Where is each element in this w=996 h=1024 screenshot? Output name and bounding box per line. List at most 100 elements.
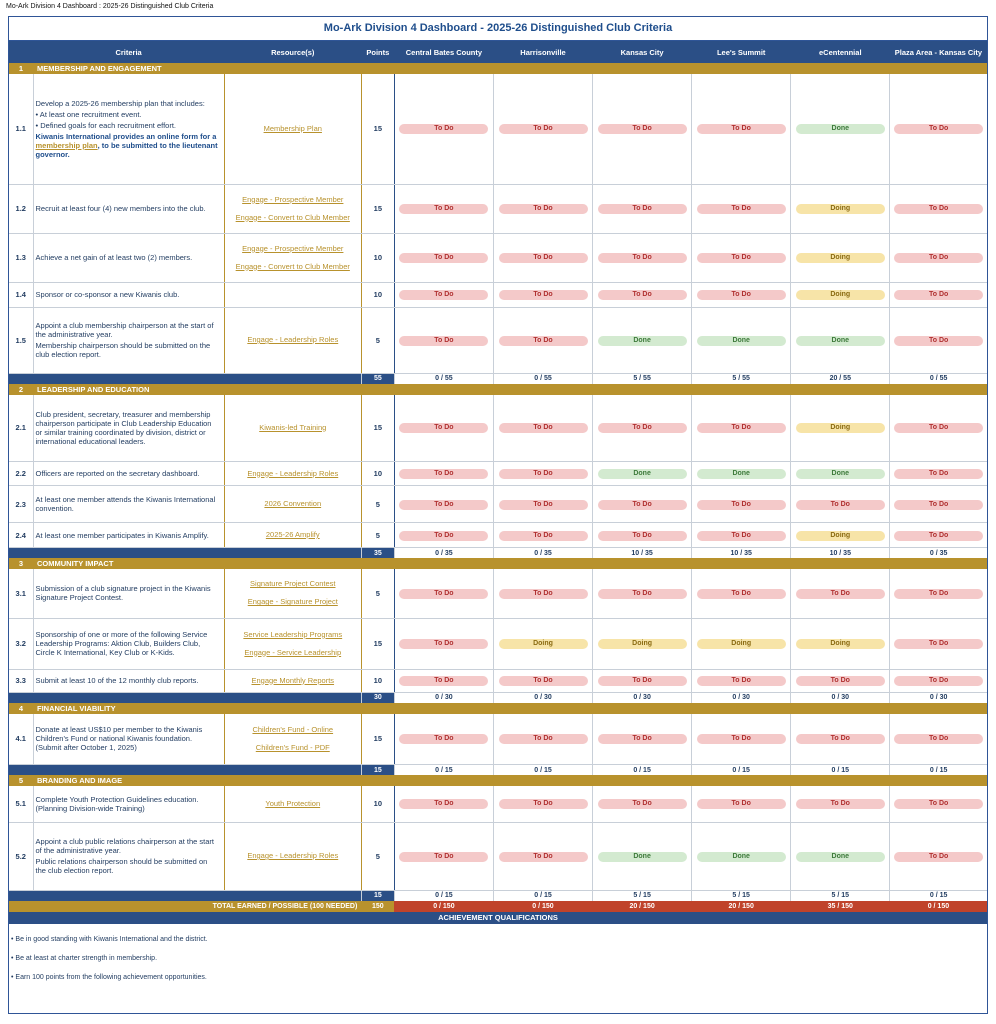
section-number: 5 bbox=[9, 775, 34, 786]
section-total-value: 0 / 35 bbox=[493, 547, 594, 558]
criteria-text: At least one member attends the Kiwanis … bbox=[33, 485, 225, 523]
status-badge: To Do bbox=[498, 124, 588, 135]
status-cell: To Do bbox=[394, 307, 494, 374]
resource-link[interactable]: Youth Protection bbox=[265, 798, 321, 808]
resource-link[interactable]: Engage - Leadership Roles bbox=[247, 335, 339, 344]
status-cell: To Do bbox=[592, 282, 693, 308]
criteria-text: Achieve a net gain of at least two (2) m… bbox=[33, 233, 225, 283]
section-title: MEMBERSHIP AND ENGAGEMENT bbox=[33, 63, 987, 74]
status-cell: To Do bbox=[493, 394, 594, 462]
status-badge: To Do bbox=[399, 290, 489, 300]
status-cell: To Do bbox=[493, 569, 594, 619]
status-cell: To Do bbox=[691, 713, 792, 765]
status-badge: To Do bbox=[498, 204, 588, 214]
resource-link[interactable]: Service Leadership Programs bbox=[243, 629, 343, 639]
resource-link[interactable]: Children's Fund - Online bbox=[252, 724, 334, 734]
section-total-value: 0 / 15 bbox=[889, 764, 987, 775]
criteria-line: Submit at least 10 of the 12 monthly clu… bbox=[35, 676, 199, 685]
resource-link[interactable]: Engage - Prospective Member bbox=[242, 194, 344, 204]
resource-link[interactable]: Engage - Convert to Club Member bbox=[235, 212, 350, 222]
criteria-line: At least one member participates in Kiwa… bbox=[35, 530, 209, 540]
resource-link[interactable]: 2026 Convention bbox=[264, 499, 322, 508]
status-cell: To Do bbox=[889, 822, 987, 891]
resources-cell: 2025-26 Amplify bbox=[224, 522, 362, 548]
section-header-row: 4 FINANCIAL VIABILITY bbox=[9, 702, 987, 714]
status-cell: To Do bbox=[889, 522, 987, 548]
status-cell: To Do bbox=[394, 184, 494, 234]
status-cell: To Do bbox=[394, 713, 494, 765]
criteria-row: 1.2 Recruit at least four (4) new members… bbox=[9, 184, 987, 234]
resource-link[interactable]: Engage - Signature Project bbox=[247, 597, 338, 607]
section-total-spacer bbox=[9, 890, 362, 901]
status-badge: To Do bbox=[597, 676, 687, 686]
section-header-row: 2 LEADERSHIP AND EDUCATION bbox=[9, 383, 987, 395]
status-cell: To Do bbox=[691, 669, 792, 693]
criteria-row: 3.2 Sponsorship of one or more of the fol… bbox=[9, 618, 987, 670]
status-badge: To Do bbox=[399, 639, 489, 649]
section-number: 1 bbox=[9, 63, 34, 74]
criteria-number: 2.1 bbox=[9, 394, 34, 462]
resource-link[interactable]: Kiwanis-led Training bbox=[259, 422, 327, 432]
status-cell: To Do bbox=[691, 394, 792, 462]
status-cell: Doing bbox=[592, 618, 693, 670]
achievement-header: ACHIEVEMENT QUALIFICATIONS bbox=[9, 911, 987, 924]
section-total-value: 0 / 35 bbox=[889, 547, 987, 558]
status-cell: To Do bbox=[394, 233, 494, 283]
status-badge: To Do bbox=[894, 469, 984, 479]
status-badge: Doing bbox=[795, 639, 885, 649]
status-cell: To Do bbox=[394, 822, 494, 891]
resources-cell bbox=[224, 282, 362, 308]
resource-link[interactable]: Engage - Leadership Roles bbox=[247, 851, 339, 860]
status-badge: To Do bbox=[498, 469, 588, 479]
status-cell: To Do bbox=[691, 233, 792, 283]
resource-link[interactable]: Engage - Leadership Roles bbox=[247, 468, 339, 478]
membership-plan-link[interactable]: membership plan bbox=[35, 140, 98, 150]
status-badge: Done bbox=[696, 851, 786, 862]
status-cell: To Do bbox=[691, 522, 792, 548]
status-cell: To Do bbox=[889, 786, 987, 823]
resource-link[interactable]: Engage - Service Leadership bbox=[244, 647, 342, 657]
criteria-row: 1.5 Appoint a club membership chairperson… bbox=[9, 307, 987, 374]
resource-link[interactable]: Engage - Prospective Member bbox=[242, 243, 344, 253]
status-cell: To Do bbox=[493, 307, 594, 374]
status-badge: To Do bbox=[696, 253, 786, 263]
resources-cell: Engage - Prospective Member Engage - Conv… bbox=[224, 184, 362, 234]
status-cell: Done bbox=[592, 307, 693, 374]
resource-link[interactable]: Children's Fund - PDF bbox=[255, 742, 330, 752]
status-badge: Done bbox=[795, 124, 885, 135]
criteria-line: Sponsor or co-sponsor a new Kiwanis club… bbox=[35, 290, 180, 299]
page-title: Mo-Ark Division 4 Dashboard - 2025-26 Di… bbox=[9, 17, 987, 41]
resource-link[interactable]: Membership Plan bbox=[263, 123, 322, 133]
status-badge: To Do bbox=[696, 676, 786, 686]
resource-link[interactable]: 2025-26 Amplify bbox=[265, 530, 320, 539]
club-header: eCentennial bbox=[790, 41, 890, 63]
section-title: BRANDING AND IMAGE bbox=[33, 775, 987, 786]
resource-link[interactable]: Engage - Convert to Club Member bbox=[235, 261, 350, 271]
status-badge: To Do bbox=[696, 124, 786, 135]
status-cell: Done bbox=[790, 307, 891, 374]
status-badge: To Do bbox=[597, 499, 687, 510]
section-total-points: 55 bbox=[361, 373, 395, 384]
status-badge: To Do bbox=[894, 335, 984, 346]
section-total-value: 0 / 15 bbox=[493, 764, 594, 775]
section-total-value: 0 / 15 bbox=[790, 764, 891, 775]
section-total-value: 0 / 30 bbox=[889, 692, 987, 703]
criteria-line: Sponsorship of one or more of the follow… bbox=[35, 630, 208, 657]
criteria-number: 3.2 bbox=[9, 618, 34, 670]
status-badge: Doing bbox=[795, 290, 885, 300]
resource-link[interactable]: Signature Project Contest bbox=[250, 579, 336, 589]
criteria-line: Officers are reported on the secretary d… bbox=[35, 469, 200, 478]
document-title: Mo-Ark Division 4 Dashboard : 2025-26 Di… bbox=[6, 3, 214, 10]
section-total-value: 5 / 55 bbox=[592, 373, 693, 384]
resource-link[interactable]: Engage Monthly Reports bbox=[251, 675, 335, 685]
criteria-number: 1.3 bbox=[9, 233, 34, 283]
status-cell: Doing bbox=[493, 618, 594, 670]
criteria-number: 3.1 bbox=[9, 569, 34, 619]
criteria-table-body: Criteria Resource(s) Points Central Bate… bbox=[9, 41, 987, 912]
status-badge: To Do bbox=[597, 204, 687, 214]
status-cell: To Do bbox=[394, 669, 494, 693]
status-badge: To Do bbox=[399, 423, 489, 434]
section-number: 4 bbox=[9, 702, 34, 714]
criteria-table: Criteria Resource(s) Points Central Bate… bbox=[9, 41, 987, 912]
criteria-line: Public relations chairperson should be s… bbox=[35, 857, 208, 875]
